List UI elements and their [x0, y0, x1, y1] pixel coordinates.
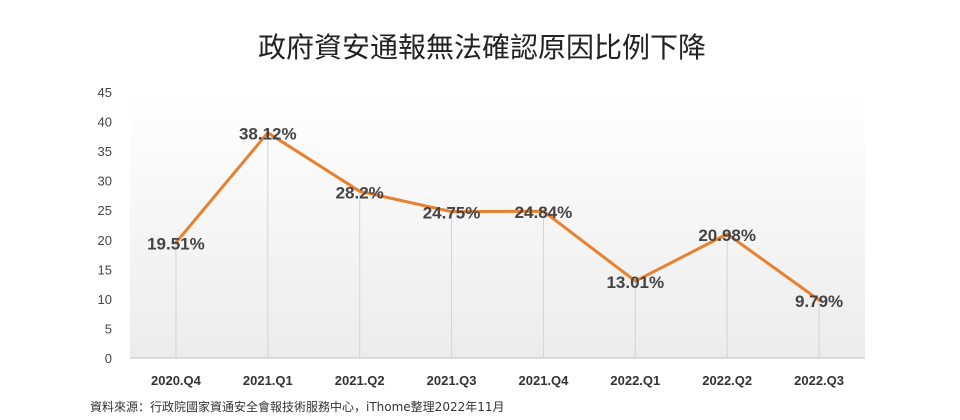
y-tick-label: 35 [98, 144, 112, 159]
data-label: 24.84% [515, 203, 573, 222]
data-label: 13.01% [606, 273, 664, 292]
series-line [174, 131, 821, 302]
y-tick-label: 20 [98, 233, 112, 248]
data-label: 24.75% [423, 204, 481, 223]
y-tick-label: 15 [98, 262, 112, 277]
y-tick-label: 0 [105, 351, 112, 366]
x-tick-label: 2022.Q3 [794, 373, 844, 388]
drop-lines [175, 132, 820, 358]
y-axis-ticks: 0 5 10 15 20 25 30 35 40 45 [98, 85, 112, 366]
data-labels: 19.51% 38.12% 28.2% 24.75% 24.84% 13.01% 20.98… [147, 125, 843, 311]
y-tick-label: 30 [98, 174, 112, 189]
data-label: 9.79% [795, 292, 843, 311]
y-tick-label: 25 [98, 203, 112, 218]
data-label: 38.12% [239, 125, 297, 144]
x-tick-label: 2021.Q2 [335, 373, 385, 388]
chart-title: 政府資安通報無法確認原因比例下降 [258, 31, 706, 64]
data-label: 20.98% [698, 226, 756, 245]
plot-area [130, 92, 865, 358]
x-tick-label: 2021.Q1 [243, 373, 293, 388]
y-tick-label: 40 [98, 115, 112, 130]
y-tick-label: 5 [105, 321, 112, 336]
x-tick-label: 2022.Q1 [610, 373, 660, 388]
source-note: 資料來源：行政院國家資通安全會報技術服務中心，iThome整理2022年11月 [90, 399, 505, 414]
x-tick-label: 2022.Q2 [702, 373, 752, 388]
data-label: 28.2% [336, 183, 384, 202]
x-axis-ticks: 2020.Q4 2021.Q1 2021.Q2 2021.Q3 2021.Q4 2022.… [151, 373, 844, 388]
x-tick-label: 2020.Q4 [151, 373, 202, 388]
x-tick-label: 2021.Q4 [519, 373, 570, 388]
data-label: 19.51% [147, 235, 205, 254]
y-tick-label: 10 [98, 292, 112, 307]
x-tick-label: 2021.Q3 [427, 373, 477, 388]
y-tick-label: 45 [98, 85, 112, 100]
